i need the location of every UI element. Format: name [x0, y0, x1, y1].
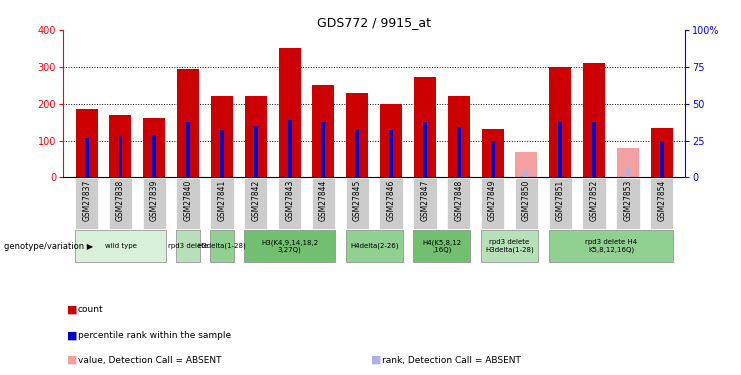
Bar — [322, 122, 325, 177]
Bar — [345, 230, 403, 262]
Bar — [84, 138, 89, 177]
Text: GSM27848: GSM27848 — [454, 180, 463, 221]
Text: rpd3 delete H4
K5,8,12,16Q): rpd3 delete H4 K5,8,12,16Q) — [585, 239, 637, 253]
Bar — [153, 135, 156, 177]
Text: rpd3 delete: rpd3 delete — [168, 243, 208, 249]
Text: GSM27847: GSM27847 — [420, 180, 430, 221]
Bar — [346, 93, 368, 177]
Title: GDS772 / 9915_at: GDS772 / 9915_at — [317, 16, 431, 29]
Bar — [176, 230, 200, 262]
Bar — [548, 178, 572, 229]
Bar — [75, 230, 166, 262]
Bar — [413, 178, 436, 229]
Text: GSM27845: GSM27845 — [353, 180, 362, 221]
Bar — [448, 96, 470, 177]
Bar — [312, 178, 335, 229]
Bar — [379, 178, 403, 229]
Text: GSM27846: GSM27846 — [387, 180, 396, 221]
Bar — [481, 178, 505, 229]
Bar — [356, 129, 359, 177]
Bar — [186, 122, 190, 177]
Bar — [423, 122, 427, 177]
Text: GSM27838: GSM27838 — [116, 180, 125, 221]
Bar — [210, 230, 233, 262]
Bar — [143, 178, 166, 229]
Bar — [617, 148, 639, 177]
Text: H4(K5,8,12
,16Q): H4(K5,8,12 ,16Q) — [422, 239, 462, 253]
Text: GSM27844: GSM27844 — [319, 180, 328, 221]
Text: GSM27839: GSM27839 — [150, 180, 159, 221]
Bar — [549, 67, 571, 177]
Bar — [414, 77, 436, 177]
Bar — [220, 130, 224, 177]
Bar — [617, 178, 639, 229]
Bar — [389, 130, 393, 177]
Bar — [582, 178, 605, 229]
Text: ■: ■ — [67, 355, 77, 365]
Bar — [491, 141, 494, 177]
Bar — [176, 178, 200, 229]
Text: ■: ■ — [67, 331, 77, 340]
Bar — [558, 122, 562, 177]
Text: GSM27851: GSM27851 — [556, 180, 565, 221]
Bar — [456, 126, 461, 177]
Bar — [75, 178, 99, 229]
Bar — [380, 104, 402, 177]
Text: rank, Detection Call = ABSENT: rank, Detection Call = ABSENT — [382, 356, 520, 364]
Text: count: count — [78, 305, 104, 314]
Bar — [651, 128, 673, 177]
Bar — [313, 85, 334, 177]
Bar — [482, 129, 504, 177]
Bar — [659, 141, 664, 177]
Text: GSM27852: GSM27852 — [590, 180, 599, 221]
Text: genotype/variation ▶: genotype/variation ▶ — [4, 242, 93, 250]
Text: GSM27837: GSM27837 — [82, 180, 91, 221]
Text: H3(K4,9,14,18,2
3,27Q): H3(K4,9,14,18,2 3,27Q) — [261, 239, 318, 253]
Bar — [279, 48, 301, 177]
Text: ■: ■ — [370, 355, 381, 365]
Bar — [254, 126, 258, 177]
Text: GSM27843: GSM27843 — [285, 180, 294, 221]
Text: H3delta(1-28): H3delta(1-28) — [198, 243, 246, 249]
Bar — [515, 178, 538, 229]
Bar — [626, 168, 630, 177]
Text: value, Detection Call = ABSENT: value, Detection Call = ABSENT — [78, 356, 222, 364]
Text: H4delta(2-26): H4delta(2-26) — [350, 243, 399, 249]
Bar — [244, 230, 335, 262]
Bar — [413, 230, 471, 262]
Bar — [481, 230, 538, 262]
Text: wild type: wild type — [104, 243, 136, 249]
Text: GSM27842: GSM27842 — [251, 180, 260, 221]
Bar — [211, 96, 233, 177]
Text: GSM27841: GSM27841 — [217, 180, 227, 221]
Text: rpd3 delete
H3delta(1-28): rpd3 delete H3delta(1-28) — [485, 239, 534, 253]
Text: ■: ■ — [67, 304, 77, 314]
Bar — [143, 118, 165, 177]
Bar — [583, 63, 605, 177]
Bar — [592, 122, 596, 177]
Bar — [109, 178, 132, 229]
Bar — [244, 178, 268, 229]
Bar — [516, 152, 537, 177]
Text: GSM27850: GSM27850 — [522, 180, 531, 221]
Text: GSM27854: GSM27854 — [657, 180, 666, 221]
Text: GSM27840: GSM27840 — [184, 180, 193, 221]
Bar — [447, 178, 471, 229]
Bar — [525, 170, 528, 177]
Bar — [245, 96, 267, 177]
Text: percentile rank within the sample: percentile rank within the sample — [78, 331, 231, 340]
Bar — [288, 120, 292, 177]
Bar — [177, 69, 199, 177]
Bar — [210, 178, 233, 229]
Bar — [119, 136, 122, 177]
Bar — [548, 230, 674, 262]
Bar — [278, 178, 302, 229]
Text: GSM27853: GSM27853 — [623, 180, 632, 221]
Bar — [650, 178, 674, 229]
Text: GSM27849: GSM27849 — [488, 180, 497, 221]
Bar — [76, 109, 98, 177]
Bar — [345, 178, 369, 229]
Bar — [110, 115, 131, 177]
